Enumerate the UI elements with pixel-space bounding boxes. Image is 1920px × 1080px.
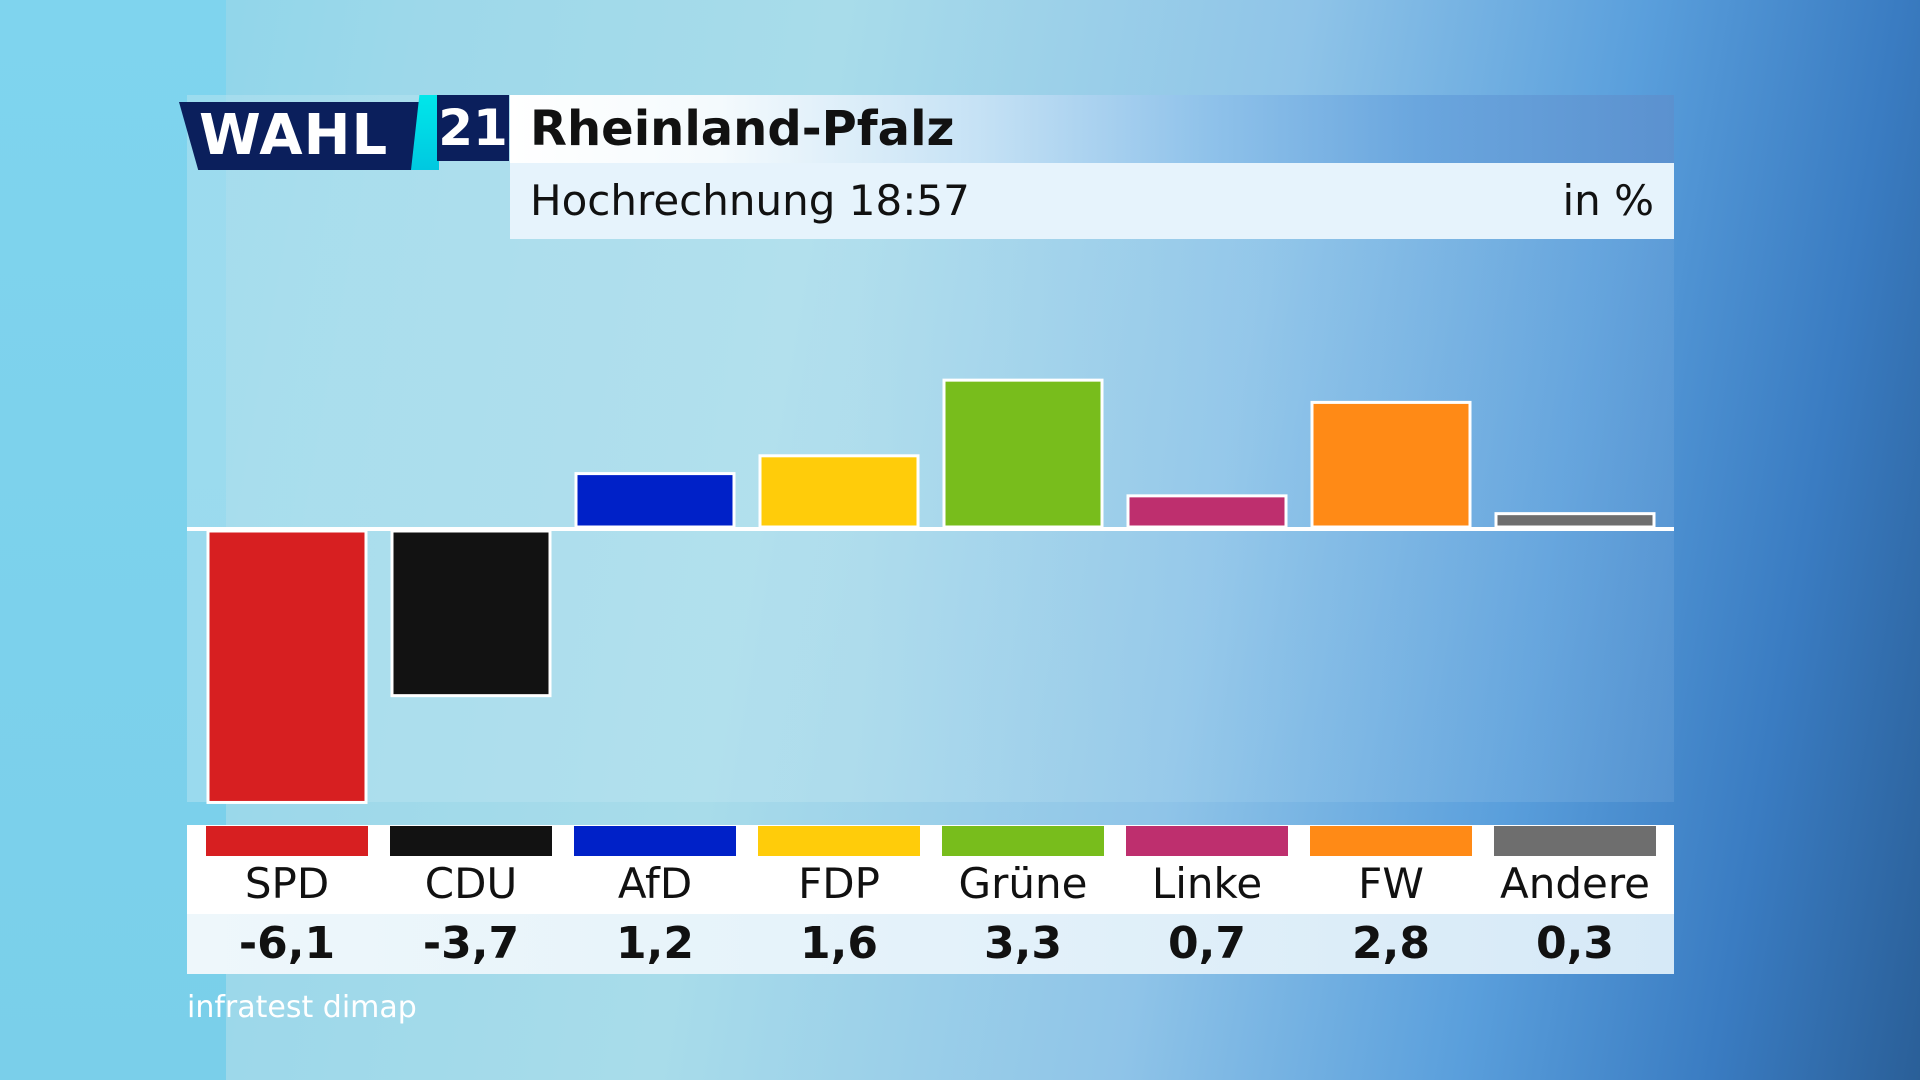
- chart-subtitle: Hochrechnung 18:57: [530, 176, 970, 225]
- legend-column-afd: AfD 1,2: [574, 825, 736, 974]
- party-name: Andere: [1499, 859, 1651, 908]
- chart-title: Rheinland-Pfalz: [530, 101, 955, 157]
- legend-swatch: [206, 826, 368, 856]
- logo-year: 21: [437, 95, 509, 161]
- party-value: 0,3: [1536, 918, 1614, 969]
- party-name: FDP: [798, 859, 880, 908]
- bar-andere: [1494, 512, 1656, 529]
- legend-table: SPD -6,1 CDU -3,7 AfD 1,2 FDP 1,6 Grüne 3,3 Linke 0…: [187, 825, 1674, 974]
- party-value: -6,1: [238, 918, 336, 969]
- legend-swatch: [390, 826, 552, 856]
- bar-cdu: [390, 529, 552, 698]
- party-name: SPD: [244, 859, 330, 908]
- legend-column-spd: SPD -6,1: [206, 825, 368, 974]
- party-name: Linke: [1151, 859, 1263, 908]
- party-name: AfD: [617, 859, 693, 908]
- party-value: 1,6: [800, 918, 878, 969]
- legend-swatch: [1310, 826, 1472, 856]
- legend-swatch: [942, 826, 1104, 856]
- party-name: FW: [1358, 859, 1424, 908]
- bar-afd: [574, 472, 736, 529]
- wahl21-logo: WAHL 21: [179, 95, 509, 171]
- party-name: Grüne: [958, 859, 1088, 908]
- source-label: infratest dimap: [187, 990, 417, 1025]
- legend-swatch: [1126, 826, 1288, 856]
- bar-grüne: [942, 378, 1104, 529]
- values-row: [187, 914, 1674, 974]
- bar-fdp: [758, 454, 920, 529]
- party-value: 2,8: [1352, 918, 1430, 969]
- legend-column-grüne: Grüne 3,3: [942, 825, 1104, 974]
- legend-swatch: [758, 826, 920, 856]
- legend-column-linke: Linke 0,7: [1126, 825, 1288, 974]
- bar-linke: [1126, 494, 1288, 529]
- party-value: -3,7: [422, 918, 520, 969]
- party-value: 1,2: [616, 918, 694, 969]
- legend-column-andere: Andere 0,3: [1494, 825, 1656, 974]
- unit-label: in %: [1562, 176, 1654, 225]
- legend-swatch: [1494, 826, 1656, 856]
- party-name: CDU: [424, 859, 518, 908]
- bar-fw: [1310, 400, 1472, 529]
- bar-spd: [206, 529, 368, 804]
- party-value: 0,7: [1168, 918, 1246, 969]
- legend-swatch: [574, 826, 736, 856]
- legend-column-fw: FW 2,8: [1310, 825, 1472, 974]
- legend-column-cdu: CDU -3,7: [390, 825, 552, 974]
- title-bar: Rheinland-Pfalz: [510, 95, 1674, 163]
- logo-wahl-text: WAHL: [179, 102, 419, 170]
- legend-column-fdp: FDP 1,6: [758, 825, 920, 974]
- party-value: 3,3: [984, 918, 1062, 969]
- subtitle-bar: Hochrechnung 18:57 in %: [510, 163, 1674, 239]
